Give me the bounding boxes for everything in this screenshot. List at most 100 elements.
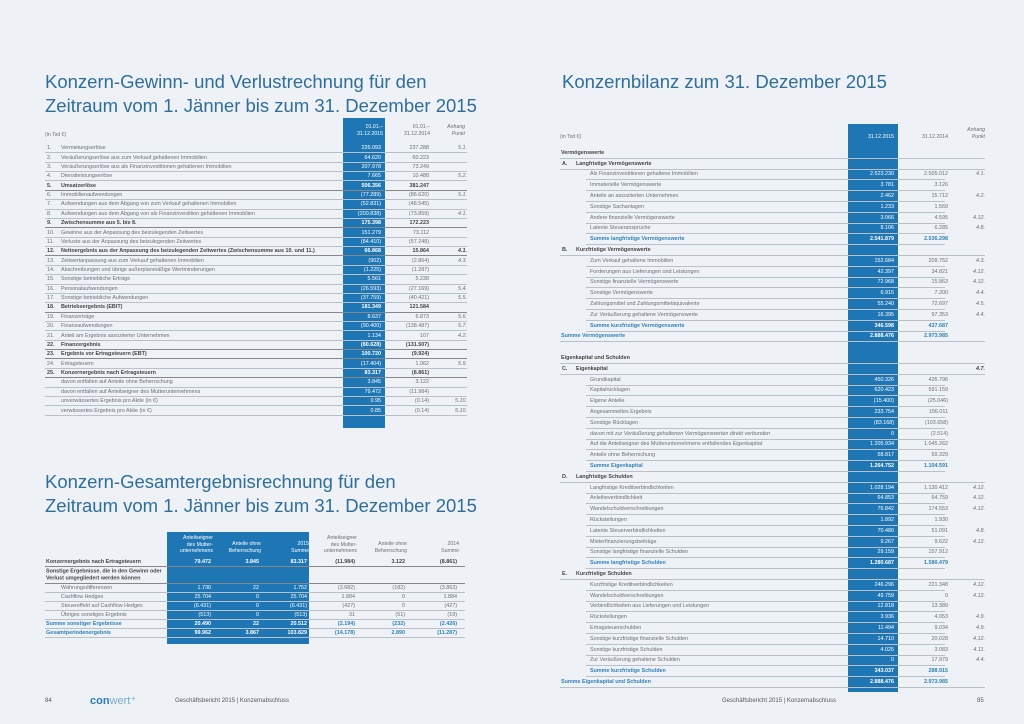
value-2014: (40.421) (408, 295, 429, 302)
left-page: Konzern-Gewinn- und Verlustrechnung für … (45, 71, 477, 707)
value-2014: 13.389 (931, 603, 949, 610)
row-label: Anteile ohne Beherrschung (590, 452, 656, 459)
row-label: Eigenkapital (576, 365, 608, 372)
value-2014: 51.091 (931, 527, 949, 534)
table-row: davon entfallen auf Anteile ohne Beherrs… (45, 378, 467, 388)
value-2015: 64.853 (877, 495, 895, 502)
note-ref: 4.12. (973, 495, 985, 502)
cell-value: (513) (294, 612, 307, 618)
table-row: Übriges sonstiges Ergebnis (513) 0 (513) 31 (… (45, 611, 465, 620)
value-2015: 7.665 (367, 173, 382, 180)
row-label: Finanzaufwendungen (61, 323, 113, 330)
row-label: Als Finanzinvestitionen gehaltene Immobi… (590, 171, 698, 178)
value-2015: 1.205.934 (870, 441, 894, 448)
row-label: Summe Eigenkapital und Schulden (561, 679, 651, 686)
cell-value: 103.829 (287, 630, 308, 636)
table-row: 13. Zeitwertanpassung aus zum Verkauf geh… (45, 256, 467, 266)
table-row: Eigene Anteile (15.400) (25.046) (586, 396, 948, 408)
cell-value: 0 (256, 612, 259, 618)
row-label: Rückstellungen (590, 517, 627, 524)
row-label: Auf die Anteilseigner des Mutterunterneh… (590, 441, 763, 448)
value-2015: (90.400) (360, 323, 381, 330)
col-header-note: Anhang Punkt (447, 124, 465, 137)
note-ref: 4.12. (973, 581, 985, 588)
row-number: 17. (47, 295, 55, 302)
cell-value: (2.194) (337, 621, 355, 627)
value-2015: 72.968 (877, 279, 895, 286)
value-2014: 156.011 (928, 409, 948, 416)
value-2015: 207.978 (361, 163, 382, 170)
value-2014: 172.223 (409, 220, 430, 227)
value-2015: (83.168) (873, 419, 894, 426)
row-number: 10. (47, 229, 55, 236)
note-ref: 4.7. (976, 365, 985, 372)
value-2014: 221.348 (928, 581, 949, 588)
value-2015: 2.541.879 (870, 236, 894, 243)
value-2015: 49.759 (877, 592, 895, 599)
value-2015: 1.028.194 (870, 484, 894, 491)
row-label: Anleiheverbindlichkeit (590, 495, 643, 502)
value-2014: 10.488 (412, 173, 430, 180)
row-label: Ergebnis vor Ertragsteuern (EBT) (61, 351, 147, 358)
row-number: 2. (47, 154, 52, 161)
footer-text: Geschäftsbericht 2015 | Konzernabschluss (175, 698, 289, 704)
row-number: 21. (47, 332, 55, 339)
table-row: Sonstige Sachanlagen 1.233 1.569 (586, 202, 948, 213)
cell-value: (3.682) (337, 585, 355, 591)
note-ref: 4.4. (976, 290, 985, 297)
row-label: Sonstige Rücklagen (590, 419, 638, 426)
row-number: 16. (47, 285, 55, 292)
income-statement-table: (in Tsd €) 01.01.– 31.12.2015 01.01.– 31… (45, 118, 467, 428)
value-2015: 1.233 (880, 203, 895, 210)
title-line: Zeitraum vom 1. Jänner bis zum 31. Dezem… (45, 95, 477, 116)
row-label: Summe kurzfristige Vermögenswerte (590, 322, 685, 329)
table-row: 5. Umsatzerlöse 506.356 381.247 (45, 181, 467, 191)
cell-value: (11.287) (437, 630, 457, 636)
value-2014: (103.658) (924, 419, 948, 426)
row-label: Andere finanzielle Vermögenswerte (590, 214, 675, 221)
table-row: Konzernergebnis nach Ertragsteuern 79.472… (45, 558, 465, 567)
table-row: Sonstige kurzfristige finanzielle Schuld… (586, 634, 985, 645)
section-letter: A. (562, 160, 568, 167)
value-2015: 79.472 (364, 388, 382, 395)
value-2015: 16.395 (877, 311, 895, 318)
row-label: Anteil am Ergebnis assoziierter Unterneh… (61, 332, 170, 339)
cell-value: 83.317 (290, 559, 308, 565)
row-label: Gewinne aus der Anpassung des beizulegen… (61, 229, 204, 236)
value-2014: 2.973.985 (924, 679, 948, 686)
value-2014: 4.053 (934, 614, 949, 621)
row-label: Personalaufwendungen (61, 285, 118, 292)
row-label: Grundkapital (590, 376, 621, 383)
cell-value: 1.730 (197, 585, 212, 591)
note-ref: 4.12. (973, 592, 985, 599)
value-2015: 1.264.752 (870, 463, 894, 470)
value-2015: 1.134 (367, 332, 382, 339)
value-2014: 5.238 (415, 276, 430, 283)
value-2015: (80.628) (360, 341, 381, 348)
row-label: Aufwendungen aus dem Abgang von zum Verk… (61, 201, 237, 208)
section-letter: D. (562, 473, 568, 480)
value-2014: (2.514) (930, 430, 948, 437)
value-2015: 8.106 (880, 225, 895, 232)
table-row: Steuereffekt auf Cashflow Hedges (6.431) 0… (45, 602, 465, 611)
note-ref: 5.4. (458, 285, 467, 292)
value-2015: 0.95 (370, 398, 382, 405)
table-row: 7. Aufwendungen aus dem Abgang von zum Ve… (45, 200, 467, 210)
value-2014: 64.759 (931, 495, 949, 502)
row-label: Sonstige kurzfristige finanzielle Schuld… (590, 635, 688, 642)
row-label: Konzernergebnis nach Ertragsteuern (46, 559, 141, 565)
table-row: 25. Konzernergebnis nach Ertragsteuern 83.… (45, 369, 467, 379)
table-row: Eigenkapital und Schulden (560, 353, 985, 364)
col-header: Anteile ohne Beherrschung (374, 541, 407, 554)
cell-value: (427) (444, 603, 457, 609)
value-2014: 60.223 (412, 154, 430, 161)
row-number: 4. (47, 173, 52, 180)
value-2014: 9.034 (934, 625, 949, 632)
value-2015: 233.754 (874, 409, 895, 416)
value-2014: 1.062 (415, 360, 430, 367)
value-2014: 381.247 (409, 182, 430, 189)
row-label: Sonstige Vermögenswerte (590, 290, 653, 297)
table-row: 20. Finanzaufwendungen (90.400) (138.487) 5.… (45, 322, 467, 332)
table-row: Als Finanzinvestitionen gehaltene Immobi… (586, 170, 985, 181)
cell-value: (2.426) (439, 621, 457, 627)
